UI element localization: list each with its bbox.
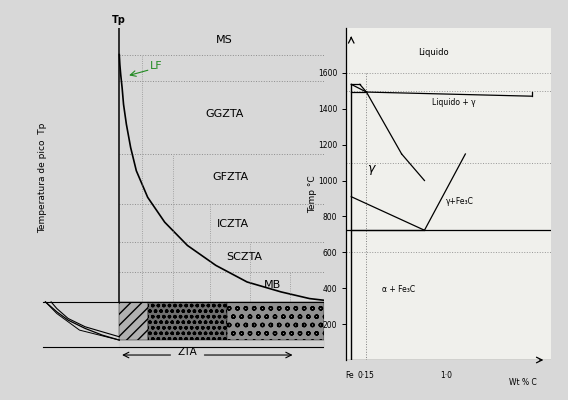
Text: MS: MS <box>216 35 233 45</box>
Text: α + Fe₃C: α + Fe₃C <box>382 285 415 294</box>
Text: GGZTA: GGZTA <box>205 109 244 119</box>
Text: GFZTA: GFZTA <box>212 172 248 182</box>
Text: MB: MB <box>264 280 281 290</box>
Text: ZTA: ZTA <box>178 347 197 357</box>
Text: Liquido: Liquido <box>418 48 448 57</box>
Text: 0·15: 0·15 <box>357 371 374 380</box>
Text: Fe: Fe <box>345 371 354 380</box>
Text: SCZTA: SCZTA <box>226 252 262 262</box>
Text: $\gamma$: $\gamma$ <box>367 162 377 176</box>
Polygon shape <box>227 302 324 340</box>
Text: LF: LF <box>150 61 162 71</box>
Y-axis label: Temp °C: Temp °C <box>308 175 317 213</box>
Text: 1·0: 1·0 <box>440 371 452 380</box>
Polygon shape <box>148 302 227 340</box>
Text: γ+Fe₃C: γ+Fe₃C <box>446 197 474 206</box>
Text: Wt % C: Wt % C <box>508 378 536 387</box>
Polygon shape <box>119 302 148 340</box>
Text: Temperatura de pico  Tp: Temperatura de pico Tp <box>38 122 47 232</box>
Text: Tp: Tp <box>112 15 126 25</box>
Text: Liquido + γ: Liquido + γ <box>432 98 476 107</box>
Text: ICZTA: ICZTA <box>217 219 249 229</box>
